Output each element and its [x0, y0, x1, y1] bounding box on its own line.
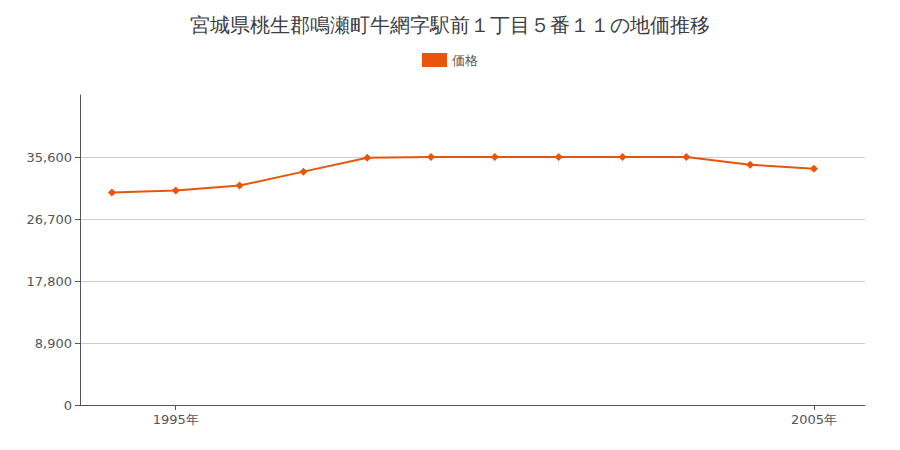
svg-text:8,900: 8,900 — [35, 336, 72, 351]
svg-text:1995年: 1995年 — [153, 412, 199, 427]
svg-text:17,800: 17,800 — [27, 274, 73, 289]
svg-text:価格: 価格 — [452, 53, 478, 68]
svg-text:26,700: 26,700 — [27, 212, 73, 227]
svg-text:宮城県桃生郡鳴瀬町牛網字駅前１丁目５番１１の地価推移: 宮城県桃生郡鳴瀬町牛網字駅前１丁目５番１１の地価推移 — [190, 13, 710, 37]
svg-text:2005年: 2005年 — [791, 412, 837, 427]
svg-text:35,600: 35,600 — [27, 150, 73, 165]
svg-text:0: 0 — [64, 398, 72, 413]
